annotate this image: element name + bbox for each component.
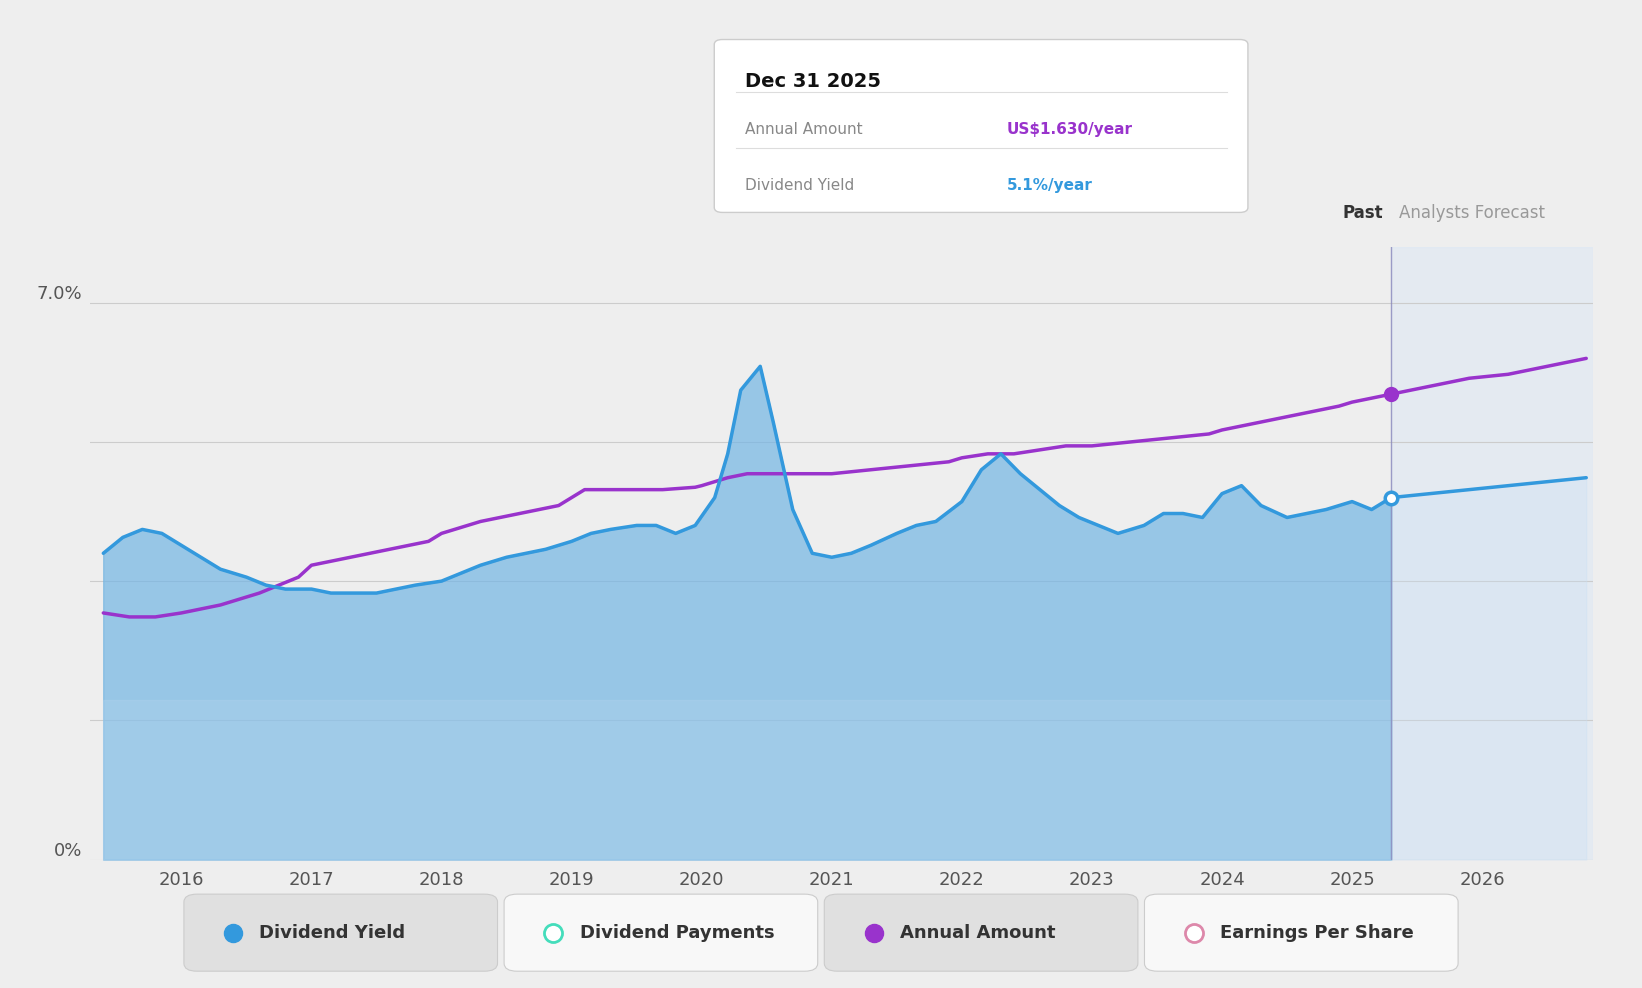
Text: Dividend Yield: Dividend Yield	[745, 178, 855, 193]
Text: Earnings Per Share: Earnings Per Share	[1220, 924, 1414, 942]
Text: Annual Amount: Annual Amount	[745, 122, 864, 136]
Text: Analysts Forecast: Analysts Forecast	[1399, 205, 1545, 222]
Text: 5.1%/year: 5.1%/year	[1007, 178, 1094, 193]
Text: Past: Past	[1342, 205, 1383, 222]
Text: Dec 31 2025: Dec 31 2025	[745, 72, 882, 91]
Text: Dividend Yield: Dividend Yield	[259, 924, 406, 942]
Text: US$1.630/year: US$1.630/year	[1007, 122, 1133, 136]
Text: Dividend Payments: Dividend Payments	[580, 924, 775, 942]
Text: Annual Amount: Annual Amount	[900, 924, 1056, 942]
Bar	[1391, 247, 1593, 860]
